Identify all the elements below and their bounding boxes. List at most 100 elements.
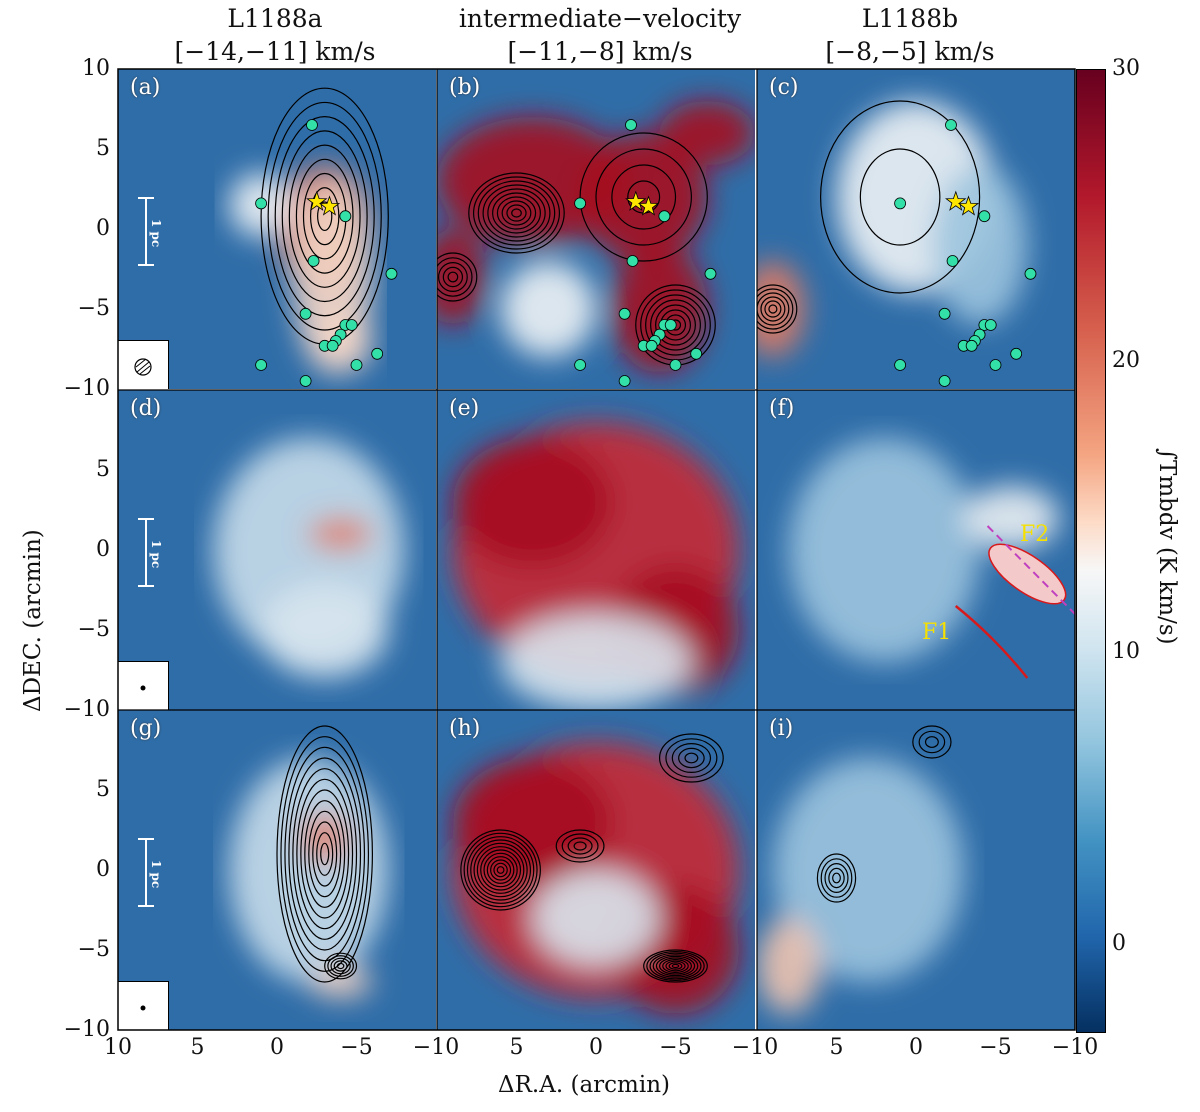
column-range: [−14,−11] km/s <box>174 37 376 66</box>
emission-region <box>452 758 612 886</box>
yso-marker <box>255 359 268 371</box>
y-tick-label: 10 <box>82 56 110 81</box>
yso-marker <box>658 210 671 223</box>
yso-marker <box>339 210 352 223</box>
yso-marker <box>1024 267 1037 280</box>
beam-size-box <box>118 661 169 710</box>
yso-marker <box>350 359 363 371</box>
colorbar <box>1076 69 1106 1033</box>
emission-region <box>300 814 349 862</box>
panel-label: (f) <box>769 396 795 421</box>
colorbar-label-text: ∫Tmbdv (K km/s) <box>1154 448 1180 645</box>
yso-marker <box>978 210 991 223</box>
yso-marker <box>938 375 951 387</box>
emission-region <box>500 614 692 710</box>
panel-label: (i) <box>769 716 794 741</box>
panel-label: (a) <box>130 75 161 100</box>
emission-region <box>500 261 596 357</box>
yso-marker <box>574 359 587 371</box>
x-tick-label: 0 <box>589 1035 603 1060</box>
column-name: intermediate−velocity <box>458 4 742 33</box>
yso-marker <box>989 359 1002 371</box>
panel-label: (e) <box>449 396 480 421</box>
y-tick-label: −5 <box>77 296 110 321</box>
x-tick-label: 5 <box>829 1035 844 1060</box>
emission-region <box>261 582 389 678</box>
emission-region <box>308 518 373 550</box>
scale-bar-label: 1 pc <box>149 219 163 248</box>
y-tick-label: −10 <box>63 1017 110 1042</box>
yso-marker <box>618 375 631 387</box>
yso-marker <box>574 197 587 210</box>
column-title-l1188a: L1188a [−14,−11] km/s <box>140 2 410 68</box>
panel-map <box>452 733 740 1014</box>
column-range: [−8,−5] km/s <box>825 37 995 66</box>
yso-marker <box>945 119 957 131</box>
y-tick-label: 0 <box>96 216 110 241</box>
x-tick-label: −10 <box>1051 1035 1099 1060</box>
panel-a: (a) 1 pc <box>118 69 436 389</box>
yso-marker <box>894 359 907 371</box>
column-name: L1188b <box>861 4 959 33</box>
yso-marker <box>625 119 637 131</box>
x-tick-label: −5 <box>659 1035 692 1060</box>
colorbar-tick-label: 0 <box>1112 930 1126 956</box>
x-tick-label: 0 <box>270 1035 284 1060</box>
yso-marker <box>626 255 639 267</box>
x-tick-label: 5 <box>190 1035 205 1060</box>
panel-map <box>757 725 964 1014</box>
yso-marker <box>385 267 398 280</box>
y-tick-label: 5 <box>96 457 110 482</box>
emission-region <box>452 438 612 566</box>
column-title-l1188b: L1188b [−8,−5] km/s <box>775 2 1045 68</box>
yso-marker <box>618 307 631 320</box>
filament-label-f1: F1 <box>922 620 952 645</box>
yso-marker <box>307 255 320 267</box>
emission-region <box>437 229 485 325</box>
panel-label: (b) <box>449 75 481 100</box>
scale-bar-label: 1 pc <box>149 860 163 889</box>
filament-label-f2: F2 <box>1020 522 1050 547</box>
yso-marker <box>984 319 997 331</box>
yso-marker <box>938 307 951 320</box>
panel-f: (f) <box>757 390 1075 710</box>
contour-line <box>918 730 946 754</box>
filament-f1 <box>954 605 1029 679</box>
yso-marker <box>299 307 312 320</box>
x-tick-label: −5 <box>979 1035 1012 1060</box>
panel-d: (d) 1 pc <box>118 390 436 710</box>
y-tick-label: 5 <box>96 136 110 161</box>
panel-label: (g) <box>130 716 162 741</box>
y-axis-label: ΔDEC. (arcmin) <box>20 529 46 712</box>
yso-marker <box>965 339 978 352</box>
column-name: L1188a <box>227 4 323 33</box>
y-tick-label: −5 <box>77 937 110 962</box>
panel-e: (e) <box>437 390 755 710</box>
yso-marker <box>371 347 384 360</box>
column-title-intermediate: intermediate−velocity [−11,−8] km/s <box>410 2 790 68</box>
panel-map <box>757 100 1037 387</box>
yso-marker <box>690 347 703 360</box>
contour-line <box>684 752 699 764</box>
y-tick-label: −5 <box>77 617 110 642</box>
panel-map <box>788 438 1075 679</box>
yso-marker <box>255 197 268 210</box>
panel-label: (h) <box>449 716 481 741</box>
y-tick-label: 0 <box>96 537 110 562</box>
y-tick-label: 5 <box>96 777 110 802</box>
emission-region <box>659 101 755 165</box>
y-tick-label: −10 <box>63 376 110 401</box>
yso-marker <box>345 319 358 331</box>
yso-marker <box>299 375 312 387</box>
contour-line <box>924 736 939 748</box>
colorbar-tick-label: 10 <box>1112 639 1140 665</box>
yso-marker <box>704 267 717 280</box>
panel-b: (b) <box>437 69 755 389</box>
beam-size-box <box>118 340 169 389</box>
yso-marker <box>664 319 677 331</box>
x-tick-label: 0 <box>909 1035 923 1060</box>
contour-line <box>665 738 718 778</box>
yso-marker <box>1010 347 1023 360</box>
panel-c: (c) <box>757 69 1075 389</box>
emission-region <box>757 918 821 1014</box>
